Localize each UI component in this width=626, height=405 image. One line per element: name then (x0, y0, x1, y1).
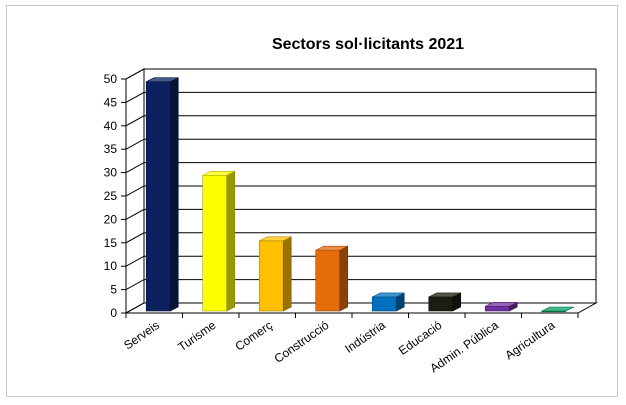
y-tick-label: 10 (104, 259, 118, 273)
bar-front (202, 174, 228, 312)
bar-side (339, 245, 349, 312)
gridline (125, 91, 596, 103)
bar-side (282, 236, 292, 312)
y-tick-label: 5 (110, 283, 117, 297)
bar-front (428, 296, 454, 312)
bar-top (315, 245, 348, 251)
y-tick-label: 40 (104, 119, 118, 133)
y-tick-label: 15 (104, 236, 118, 250)
bar (428, 292, 462, 312)
bar-top (146, 77, 179, 82)
x-tick-label: Indústria (342, 318, 388, 356)
gridline (125, 115, 596, 127)
bars (145, 77, 574, 313)
gridline (125, 208, 596, 220)
chart-title: Sectors sol·licitants 2021 (272, 36, 464, 53)
x-tick-label: Educació (396, 318, 445, 358)
bar (371, 292, 405, 312)
gridline (125, 279, 596, 291)
bar-front (145, 81, 171, 312)
bar (202, 170, 236, 312)
gridline (125, 255, 596, 267)
bar (541, 306, 574, 313)
y-tick-label: 30 (104, 166, 118, 180)
gridline (125, 232, 596, 244)
bar-side (226, 170, 236, 312)
y-axis: 0 5 10 15 20 25 30 35 40 45 50 (104, 72, 126, 320)
bar (145, 77, 179, 312)
bar (484, 301, 518, 312)
y-tick-label: 25 (104, 189, 118, 203)
bar-top (372, 292, 405, 298)
x-tick-label: Construcció (272, 318, 332, 366)
bar-top (259, 236, 292, 242)
y-tick-label: 0 (110, 306, 117, 320)
bar-top (202, 170, 235, 176)
chart-walls (124, 68, 598, 314)
x-tick-label: Comerç (233, 318, 275, 354)
y-tick-label: 45 (104, 95, 118, 109)
gridlines (125, 68, 596, 314)
y-tick-label: 35 (104, 142, 118, 156)
bar (258, 236, 292, 312)
gridline (125, 138, 596, 150)
bar-top (485, 302, 518, 307)
bar-front (371, 296, 397, 312)
bar (315, 245, 349, 312)
bar-front (315, 249, 341, 312)
x-tick-label: Serveis (121, 318, 162, 352)
x-tick-label: Turisme (175, 318, 218, 354)
y-tick-label: 50 (104, 72, 118, 86)
x-tick-label: Agricultura (502, 318, 557, 363)
bar-front (258, 240, 284, 312)
y-tick-label: 20 (104, 212, 118, 226)
gridline (125, 68, 596, 80)
bar-top (428, 292, 461, 298)
bar-side (169, 77, 179, 312)
gridline (125, 162, 596, 174)
bar-top (541, 306, 574, 312)
gridline (125, 185, 596, 197)
floor (124, 302, 598, 314)
bar-front (484, 306, 510, 312)
